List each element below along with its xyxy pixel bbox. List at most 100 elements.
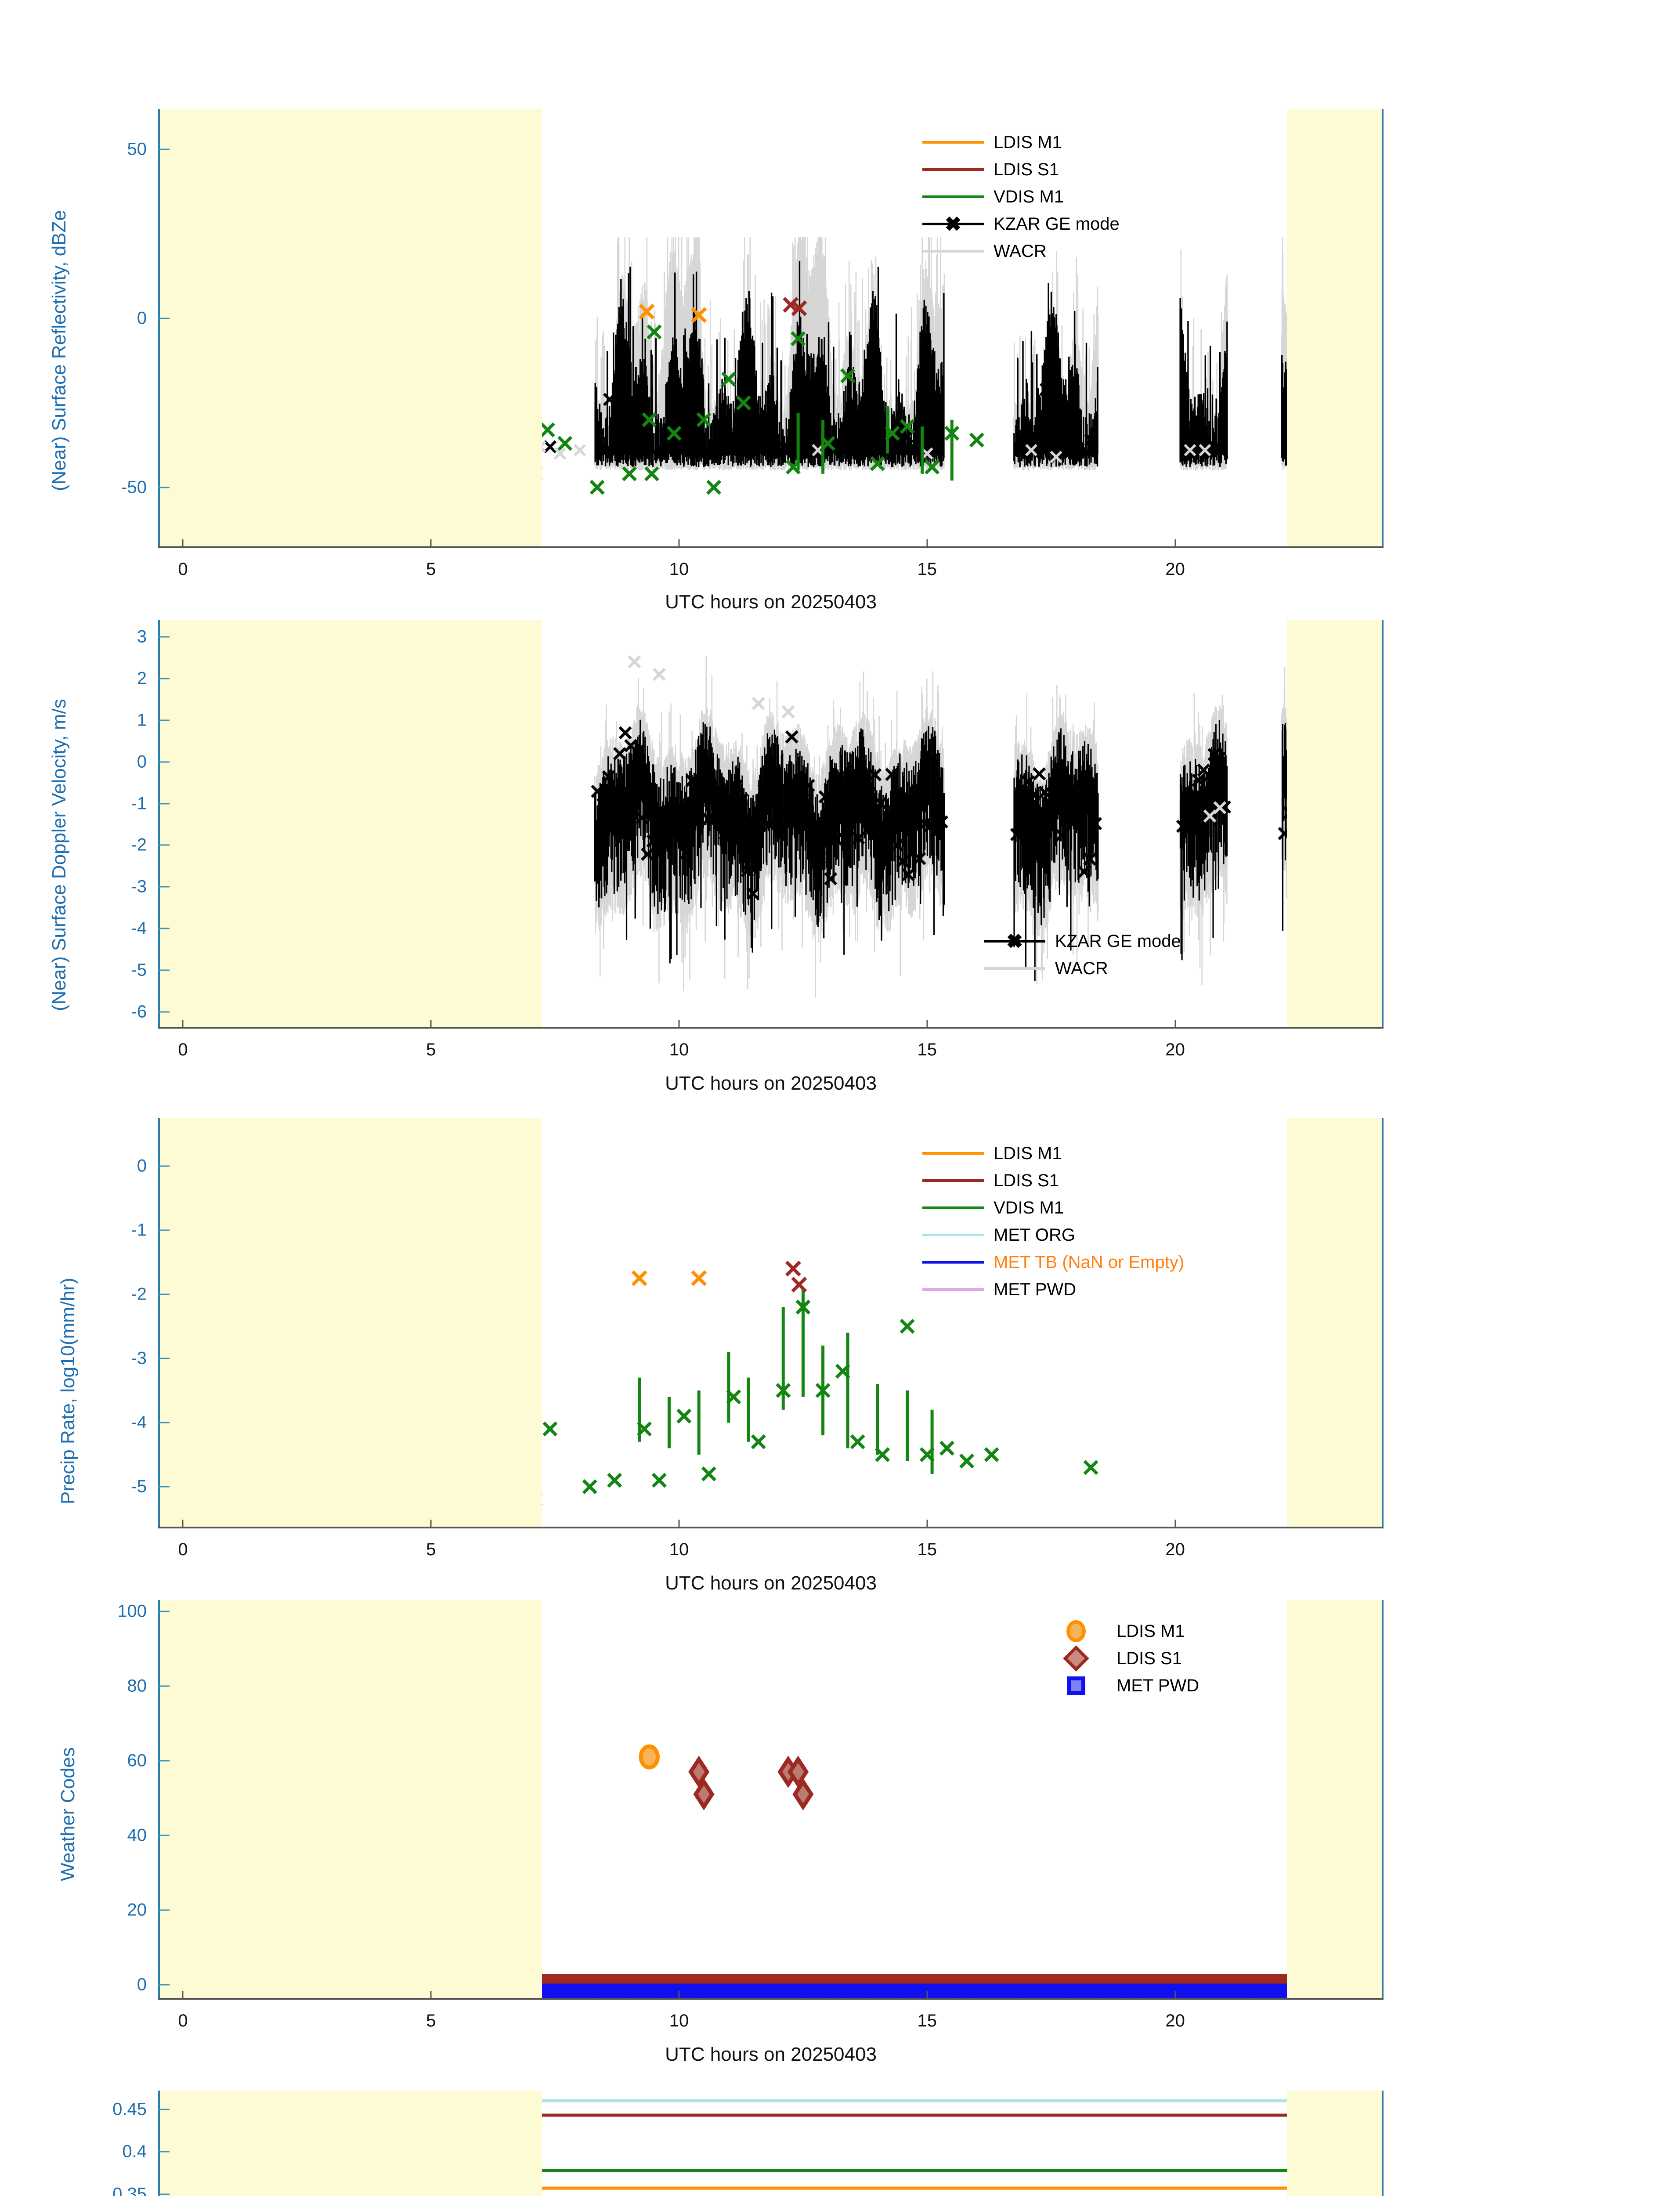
- x-tick-mark: [926, 1020, 928, 1029]
- x-tick-label: 20: [1165, 560, 1185, 579]
- plot-area-precip-rate: [158, 1118, 1384, 1528]
- y-tick-mark: [158, 2109, 170, 2110]
- legend-entry: LDIS S1: [922, 1167, 1184, 1194]
- y-axis-spine: [158, 1600, 160, 2000]
- legend-line-swatch: [922, 141, 984, 144]
- legend-label: KZAR GE mode: [994, 214, 1120, 234]
- y-tick-mark: [158, 1165, 170, 1167]
- y-tick-mark: [158, 1011, 170, 1013]
- y-tick-mark: [158, 1760, 170, 1762]
- x-tick-label: 0: [178, 1540, 188, 1560]
- x-tick-label: 5: [426, 1540, 436, 1560]
- y-tick-mark: [158, 1486, 170, 1488]
- y-tick-mark: [158, 1358, 170, 1359]
- legend-entry: MET TB (NaN or Empty): [922, 1249, 1184, 1276]
- x-tick-mark: [182, 1020, 184, 1029]
- y-tick-label: 100: [117, 1601, 158, 1621]
- y-tick-label: -5: [131, 961, 158, 980]
- y-tick-mark: [158, 1685, 170, 1687]
- legend-key: [922, 1253, 984, 1271]
- y-tick-label: 1: [137, 710, 158, 730]
- y-tick-label: -3: [131, 1348, 158, 1368]
- y-tick-label: 0: [137, 308, 158, 328]
- x-axis-label-weather-codes: UTC hours on 20250403: [665, 2044, 877, 2066]
- legend-key: ✖: [984, 931, 1045, 951]
- x-tick-label: 15: [918, 560, 937, 579]
- legend-label: VDIS M1: [994, 1198, 1064, 1218]
- legend-entry: WACR: [984, 955, 1181, 982]
- y-tick-mark: [158, 636, 170, 638]
- legend-label: MET ORG: [994, 1225, 1075, 1245]
- legend-key: [922, 161, 984, 178]
- y-tick-mark: [158, 1611, 170, 1612]
- y-axis-spine: [158, 1118, 160, 1528]
- y-tick-label: -6: [131, 1002, 158, 1022]
- y-tick-label: 3: [137, 627, 158, 647]
- x-tick-label: 0: [178, 1040, 188, 1060]
- x-axis-spine: [158, 1527, 1384, 1528]
- legend-line-swatch: [922, 1152, 984, 1155]
- x-axis-spine: [158, 1998, 1384, 2000]
- y-tick-mark: [158, 1835, 170, 1836]
- x-tick-mark: [430, 1520, 432, 1528]
- y-tick-label: 50: [127, 140, 159, 159]
- x-axis-label-precip-rate: UTC hours on 20250403: [665, 1572, 877, 1594]
- legend-key: [922, 1281, 984, 1298]
- x-tick-mark: [678, 1520, 680, 1528]
- y-tick-label: 20: [127, 1900, 159, 1920]
- y-tick-mark: [158, 803, 170, 805]
- x-tick-mark: [1174, 539, 1176, 548]
- legend-entry: MET PWD: [922, 1276, 1184, 1303]
- legend-label: WACR: [1055, 959, 1108, 979]
- y-tick-label: 0: [137, 1975, 158, 1994]
- x-tick-label: 0: [178, 560, 188, 579]
- legend-entry: LDIS M1: [922, 129, 1120, 156]
- y-tick-label: -5: [131, 1477, 158, 1497]
- y-axis-label-reflectivity: (Near) Surface Reflectivity, dBZe: [48, 210, 70, 491]
- highlight-span-1: [158, 1118, 542, 1528]
- legend-label: LDIS M1: [1116, 1622, 1185, 1641]
- legend-label: LDIS S1: [994, 160, 1059, 180]
- x-marker-icon: ✖: [1006, 931, 1023, 951]
- y-tick-label: 0.45: [112, 2099, 158, 2119]
- x-tick-label: 10: [669, 1040, 689, 1060]
- legend-label: LDIS S1: [994, 1171, 1059, 1191]
- legend-entry: MET PWD: [1045, 1672, 1199, 1699]
- highlight-span-1: [158, 1600, 542, 2000]
- y-tick-label: 60: [127, 1751, 159, 1770]
- y-axis-spine: [158, 2091, 160, 2196]
- legend-reflectivity: LDIS M1 LDIS S1 VDIS M1 ✖ KZAR GE mode WACR: [922, 129, 1120, 265]
- legend-line-swatch: [922, 223, 984, 225]
- panel-weather-codes: 0 20 40 60 80 100 0 5 10 15 20 Weather Codes UTC h…: [57, 1600, 1384, 2065]
- legend-label: LDIS S1: [1116, 1649, 1182, 1669]
- legend-label: VDIS M1: [994, 187, 1064, 207]
- panel-cum-precip: 00.050.10.150.20.250.30.350.40.450510152…: [112, 2091, 1384, 2196]
- x-tick-mark: [430, 1991, 432, 2000]
- legend-entry: LDIS M1: [1045, 1618, 1199, 1645]
- y-axis-label-precip-rate: Precip Rate, log10(mm/hr): [57, 1278, 79, 1504]
- legend-line-swatch: [922, 250, 984, 253]
- right-spine: [1382, 1118, 1384, 1528]
- legend-line-swatch: [922, 168, 984, 171]
- x-tick-label: 0: [178, 2011, 188, 2031]
- y-axis-label-doppler: (Near) Surface Doppler Velocity, m/s: [48, 699, 70, 1011]
- y-tick-mark: [158, 487, 170, 488]
- y-tick-label: -2: [131, 1284, 158, 1304]
- y-tick-label: 0.35: [112, 2184, 158, 2196]
- y-tick-label: -4: [131, 919, 158, 939]
- y-tick-mark: [158, 1984, 170, 1986]
- legend-label: KZAR GE mode: [1055, 932, 1181, 951]
- legend-key: [1045, 1620, 1107, 1642]
- x-tick-mark: [926, 1520, 928, 1528]
- y-tick-label: 2: [137, 668, 158, 688]
- legend-key: [922, 1199, 984, 1217]
- panel-reflectivity: -50 0 50 0 5 10 15 20 (Near) Surface Reflectivi…: [48, 109, 1384, 613]
- legend-entry: ✖ KZAR GE mode: [922, 210, 1120, 238]
- x-axis-spine: [158, 546, 1384, 548]
- x-tick-mark: [678, 1991, 680, 2000]
- highlight-span-1: [158, 109, 542, 548]
- x-tick-mark: [678, 1020, 680, 1029]
- x-tick-mark: [926, 539, 928, 548]
- legend-entry: VDIS M1: [922, 183, 1120, 210]
- x-tick-label: 20: [1165, 1540, 1185, 1560]
